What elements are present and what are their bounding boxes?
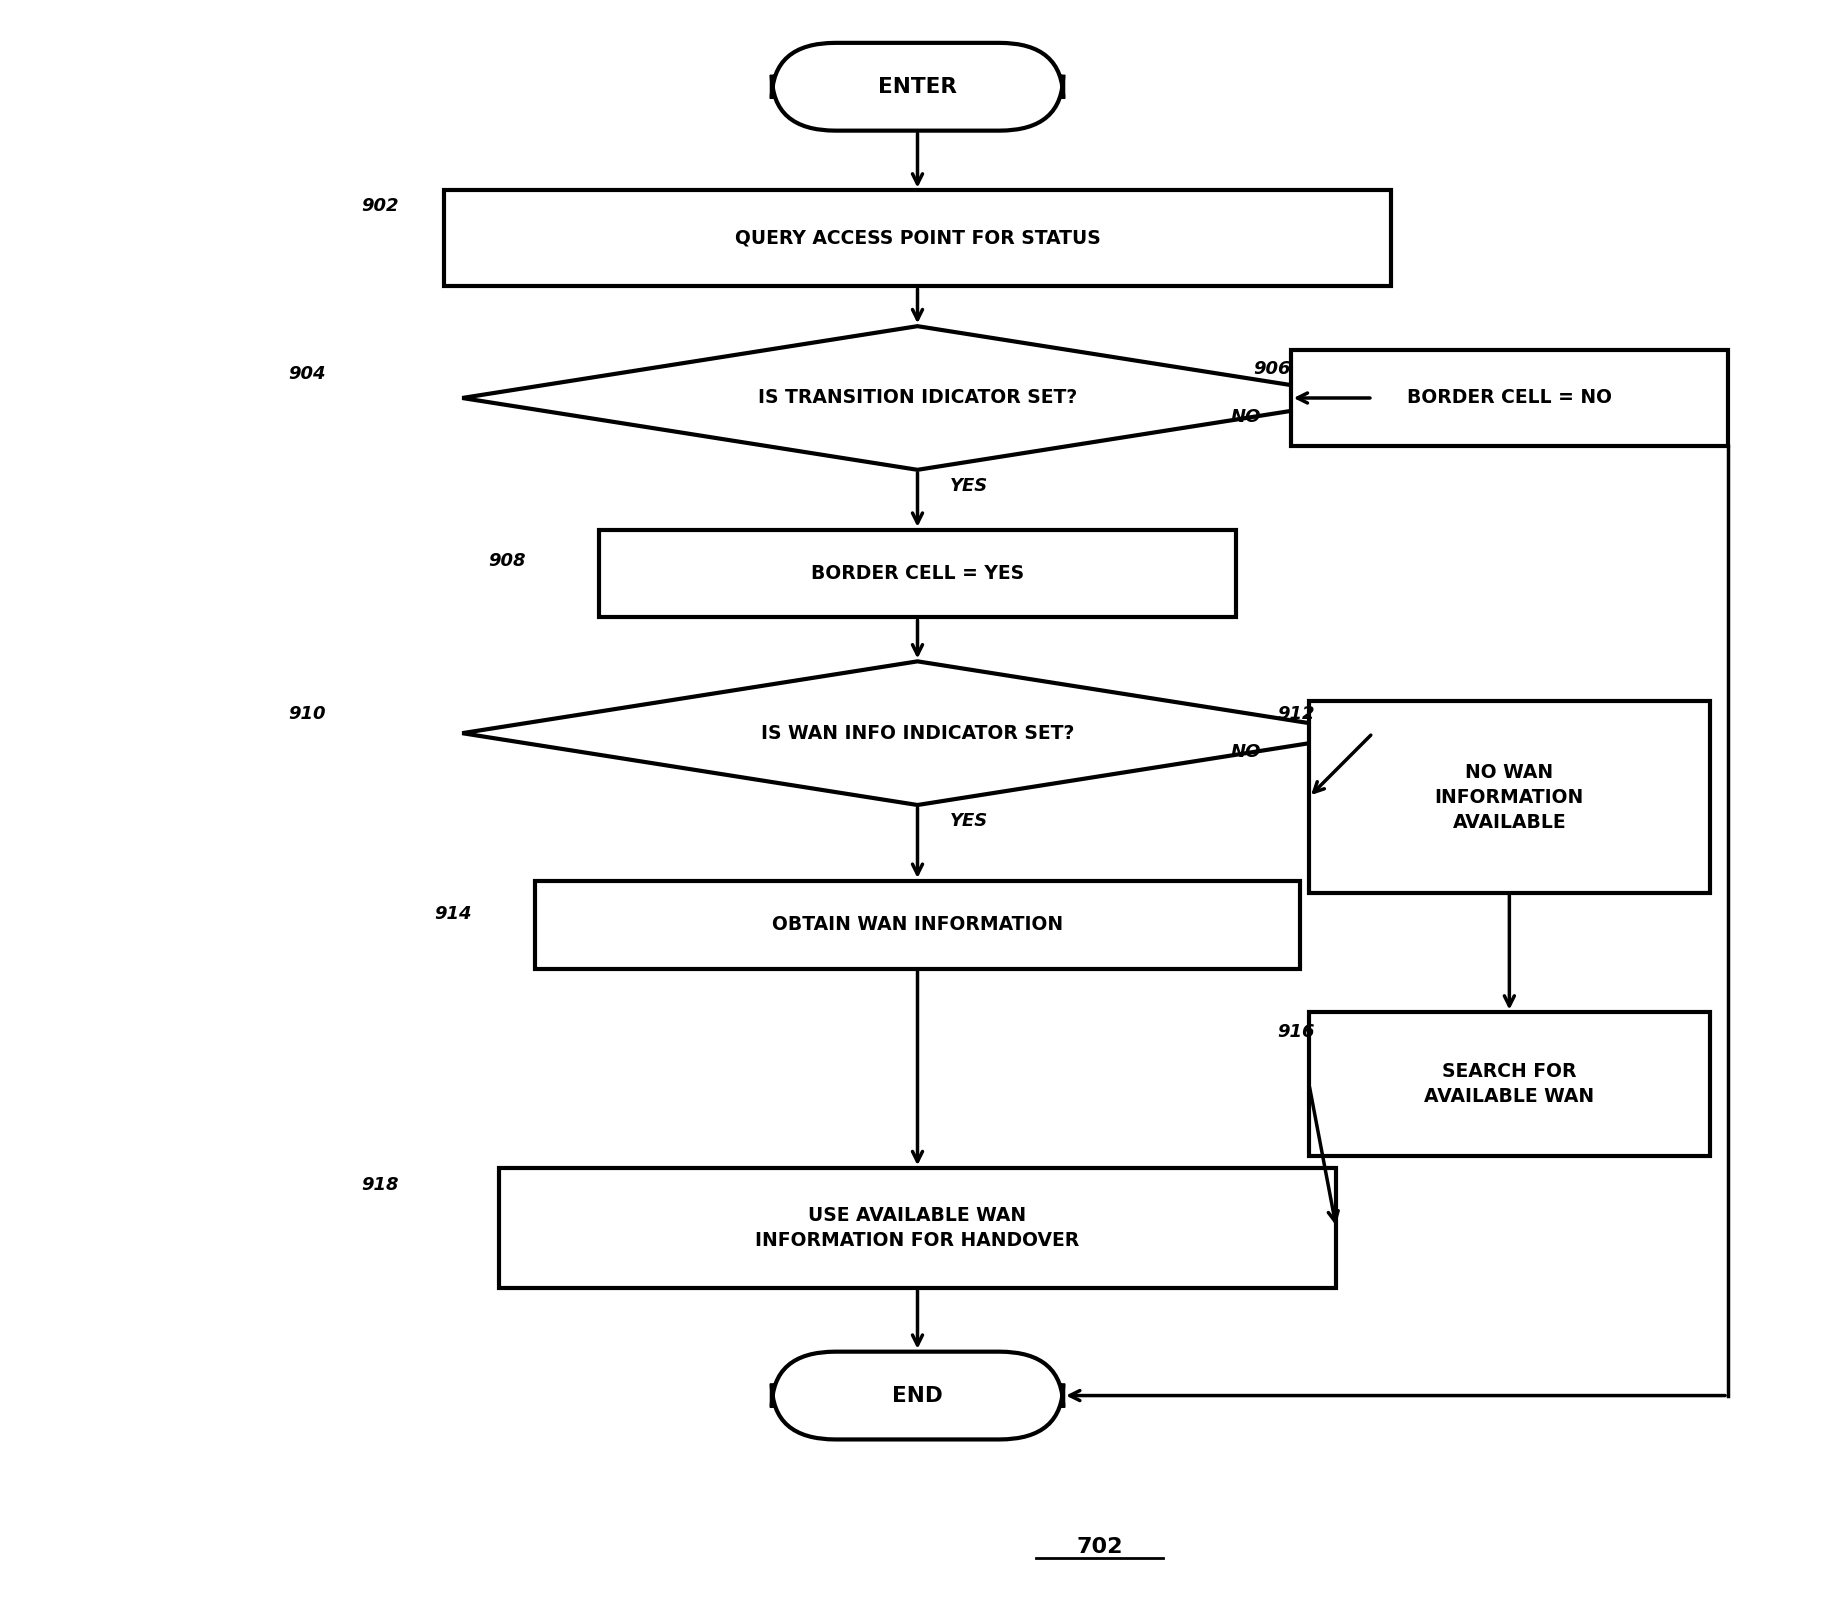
Text: BORDER CELL = NO: BORDER CELL = NO — [1407, 388, 1611, 407]
Text: 902: 902 — [361, 198, 398, 216]
Text: 914: 914 — [433, 905, 472, 923]
Text: 910: 910 — [288, 705, 325, 723]
Text: 702: 702 — [1077, 1538, 1123, 1557]
Text: USE AVAILABLE WAN
INFORMATION FOR HANDOVER: USE AVAILABLE WAN INFORMATION FOR HANDOV… — [756, 1206, 1079, 1249]
Text: 906: 906 — [1253, 361, 1290, 378]
Text: QUERY ACCESS POINT FOR STATUS: QUERY ACCESS POINT FOR STATUS — [734, 229, 1101, 248]
Polygon shape — [462, 327, 1373, 470]
FancyBboxPatch shape — [499, 1169, 1336, 1288]
FancyBboxPatch shape — [1290, 349, 1729, 446]
Text: 904: 904 — [288, 365, 325, 383]
FancyBboxPatch shape — [536, 881, 1299, 969]
Text: NO: NO — [1231, 744, 1261, 762]
Text: NO: NO — [1231, 409, 1261, 427]
Text: IS TRANSITION IDICATOR SET?: IS TRANSITION IDICATOR SET? — [758, 388, 1077, 407]
Text: BORDER CELL = YES: BORDER CELL = YES — [811, 564, 1024, 583]
Text: OBTAIN WAN INFORMATION: OBTAIN WAN INFORMATION — [773, 914, 1062, 934]
Text: NO WAN
INFORMATION
AVAILABLE: NO WAN INFORMATION AVAILABLE — [1435, 763, 1584, 831]
Text: YES: YES — [951, 477, 989, 494]
Text: ENTER: ENTER — [879, 77, 956, 97]
FancyBboxPatch shape — [598, 530, 1237, 618]
Text: 916: 916 — [1277, 1022, 1314, 1040]
FancyBboxPatch shape — [444, 190, 1391, 287]
Text: 908: 908 — [488, 552, 527, 570]
Polygon shape — [462, 662, 1373, 805]
FancyBboxPatch shape — [1308, 702, 1710, 894]
Text: YES: YES — [951, 811, 989, 831]
Text: 918: 918 — [361, 1175, 398, 1195]
Text: END: END — [892, 1386, 943, 1406]
FancyBboxPatch shape — [773, 1352, 1062, 1439]
FancyBboxPatch shape — [773, 43, 1062, 130]
Text: 912: 912 — [1277, 705, 1314, 723]
Text: SEARCH FOR
AVAILABLE WAN: SEARCH FOR AVAILABLE WAN — [1424, 1063, 1595, 1106]
FancyBboxPatch shape — [1308, 1013, 1710, 1156]
Text: IS WAN INFO INDICATOR SET?: IS WAN INFO INDICATOR SET? — [762, 723, 1073, 742]
